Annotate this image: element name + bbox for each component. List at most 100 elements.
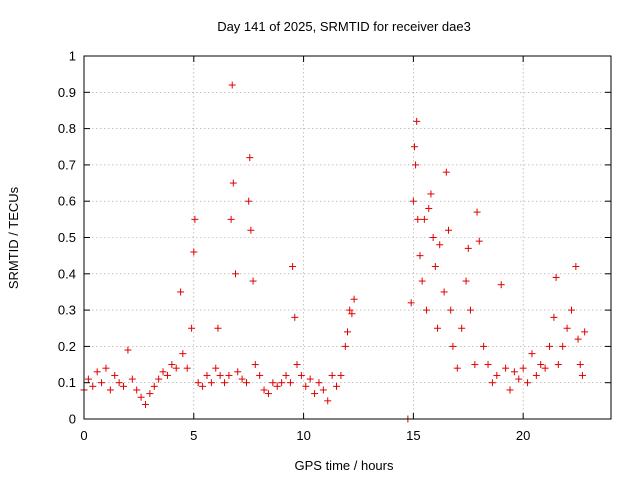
data-point xyxy=(194,379,202,387)
data-point xyxy=(502,364,510,372)
data-point xyxy=(214,324,222,332)
data-point xyxy=(462,277,470,285)
data-point xyxy=(328,371,336,379)
data-point xyxy=(102,364,110,372)
data-point xyxy=(227,215,235,223)
data-point xyxy=(445,226,453,234)
data-point xyxy=(141,400,149,408)
data-point xyxy=(473,208,481,216)
data-point xyxy=(238,375,246,383)
data-point xyxy=(572,263,580,271)
data-point xyxy=(212,364,220,372)
data-point xyxy=(98,379,106,387)
data-point xyxy=(414,215,422,223)
y-tick-label: 1 xyxy=(69,49,76,64)
data-point xyxy=(537,361,545,369)
data-point xyxy=(106,386,114,394)
data-point xyxy=(488,379,496,387)
data-point xyxy=(333,382,341,390)
data-point xyxy=(413,117,421,125)
data-point xyxy=(453,364,461,372)
data-point xyxy=(232,270,240,278)
y-tick-label: 0.9 xyxy=(58,85,76,100)
y-tick-label: 0.3 xyxy=(58,303,76,318)
data-point xyxy=(311,390,319,398)
data-points xyxy=(80,81,589,423)
data-point xyxy=(168,361,176,369)
data-point xyxy=(423,306,431,314)
data-point xyxy=(574,335,582,343)
data-point xyxy=(84,375,92,383)
data-point xyxy=(581,328,589,336)
data-point xyxy=(120,382,128,390)
data-point xyxy=(412,161,420,169)
data-point xyxy=(203,371,211,379)
y-tick-label: 0.2 xyxy=(58,339,76,354)
y-tick-label: 0.5 xyxy=(58,230,76,245)
data-point xyxy=(410,143,418,151)
data-point xyxy=(346,306,354,314)
data-point xyxy=(264,390,272,398)
y-tick-label: 0.1 xyxy=(58,375,76,390)
x-tick-label: 15 xyxy=(406,428,420,443)
axis-ticks: 00.10.20.30.40.50.60.70.80.910 5 10 15 20 xyxy=(58,49,611,443)
data-point xyxy=(291,313,299,321)
data-point xyxy=(541,364,549,372)
x-tick-label: 0 xyxy=(80,428,87,443)
data-point xyxy=(515,375,523,383)
data-point xyxy=(89,382,97,390)
data-point xyxy=(409,197,417,205)
data-point xyxy=(458,324,466,332)
x-tick-label: 10 xyxy=(296,428,310,443)
data-point xyxy=(297,371,305,379)
data-point xyxy=(546,342,554,350)
data-point xyxy=(319,386,327,394)
data-point xyxy=(344,328,351,336)
y-axis-label: SRMTID / TECUs xyxy=(6,186,21,289)
data-point xyxy=(493,371,501,379)
data-point xyxy=(341,342,349,350)
data-point xyxy=(427,190,435,198)
data-point xyxy=(225,371,233,379)
data-point xyxy=(350,295,358,303)
data-point xyxy=(286,379,294,387)
data-point xyxy=(150,382,158,390)
x-axis-label: GPS time / hours xyxy=(295,458,394,473)
data-point xyxy=(115,379,123,387)
data-point xyxy=(179,350,187,358)
chart-title: Day 141 of 2025, SRMTID for receiver dae… xyxy=(217,19,471,34)
data-point xyxy=(550,313,558,321)
data-point xyxy=(293,361,301,369)
data-point xyxy=(425,204,433,212)
data-point xyxy=(188,324,196,332)
data-point xyxy=(251,361,259,369)
data-point xyxy=(229,179,237,187)
grid xyxy=(84,56,611,419)
data-point xyxy=(249,277,257,285)
data-point xyxy=(578,371,586,379)
data-point xyxy=(407,299,415,307)
data-point xyxy=(552,273,560,281)
data-point xyxy=(324,397,332,405)
data-point xyxy=(172,364,180,372)
data-point xyxy=(247,226,255,234)
plot-frame xyxy=(83,55,612,420)
data-point xyxy=(559,342,567,350)
data-point xyxy=(278,379,286,387)
data-point xyxy=(137,393,145,401)
data-point xyxy=(431,263,439,271)
data-point xyxy=(418,277,426,285)
data-point xyxy=(245,197,253,205)
data-point xyxy=(471,361,479,369)
data-point xyxy=(480,342,488,350)
data-point xyxy=(484,361,492,369)
data-point xyxy=(183,364,191,372)
data-point xyxy=(302,382,310,390)
data-point xyxy=(434,324,442,332)
data-point xyxy=(221,379,229,387)
data-point xyxy=(256,371,264,379)
data-point xyxy=(528,350,536,358)
data-point xyxy=(442,168,450,176)
